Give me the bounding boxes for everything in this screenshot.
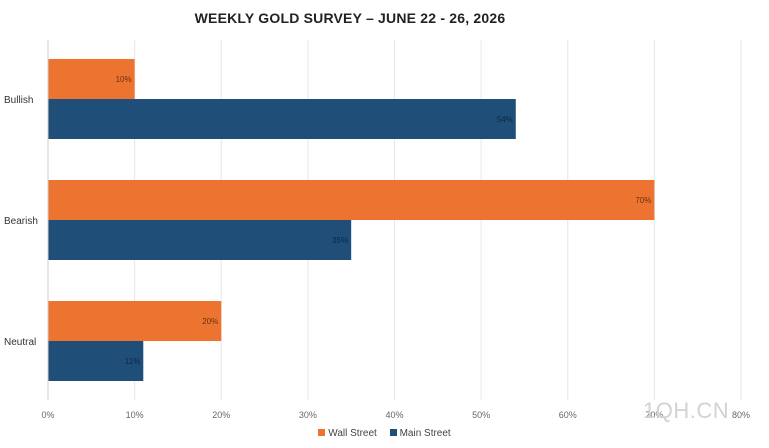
data-label: 35% [332, 236, 348, 245]
legend-label-wall-street: Wall Street [328, 428, 377, 439]
x-tick-label: 20% [212, 410, 230, 420]
data-label: 70% [635, 196, 651, 205]
category-label: Bullish [4, 95, 33, 106]
legend-swatch-main-street [389, 429, 397, 436]
x-tick-label: 40% [385, 410, 403, 420]
legend-item-main-street: Main Street [389, 428, 451, 439]
data-label: 11% [125, 357, 140, 366]
watermark: 1QH.CN [643, 398, 730, 423]
data-label: 54% [497, 115, 513, 124]
x-tick-label: 0% [41, 410, 54, 420]
bar [48, 341, 144, 381]
bar [48, 220, 352, 260]
x-tick-label: 80% [732, 410, 750, 420]
x-tick-label: 50% [472, 410, 490, 420]
data-label: 20% [202, 317, 218, 326]
legend-item-wall-street: Wall Street [318, 428, 377, 439]
legend-swatch-wall-street [318, 429, 326, 436]
category-label: Bearish [4, 216, 38, 227]
bar [48, 59, 135, 99]
category-label: Neutral [4, 337, 36, 348]
bar [48, 180, 655, 220]
x-tick-label: 70% [645, 410, 663, 420]
x-tick-label: 60% [559, 410, 577, 420]
x-tick-label: 30% [299, 410, 317, 420]
x-tick-label: 10% [126, 410, 144, 420]
data-label: 10% [116, 75, 132, 84]
legend-label-main-street: Main Street [399, 428, 451, 439]
legend: Wall Street Main Street [0, 428, 769, 439]
chart-title: WEEKLY GOLD SURVEY – JUNE 22 - 26, 2026 [194, 10, 506, 26]
bar [48, 301, 222, 341]
bar [48, 99, 516, 139]
